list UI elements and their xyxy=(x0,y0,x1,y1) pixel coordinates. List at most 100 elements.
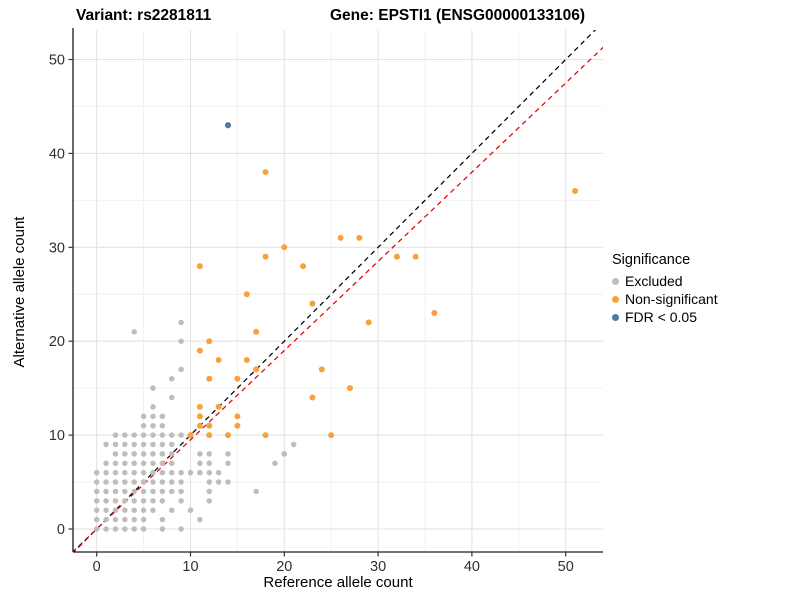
data-point-excluded xyxy=(159,413,166,420)
data-point-excluded xyxy=(178,479,184,485)
legend-item-non-significant: Non-significant xyxy=(612,290,718,308)
data-point-excluded xyxy=(168,469,175,476)
data-point-excluded xyxy=(93,507,100,513)
data-point-excluded xyxy=(122,526,128,532)
y-tick-label: 50 xyxy=(49,53,65,69)
expected-ratio-line xyxy=(73,46,603,552)
data-point-excluded xyxy=(122,432,128,438)
data-point-excluded xyxy=(131,507,137,513)
data-point-excluded xyxy=(159,432,166,438)
data-point-excluded xyxy=(225,479,231,485)
y-axis-label: Alternative allele count xyxy=(11,216,28,368)
x-tick-label: 0 xyxy=(93,559,101,575)
data-point-excluded xyxy=(112,488,119,495)
data-point-excluded xyxy=(159,441,166,448)
data-point-excluded xyxy=(103,507,109,513)
data-point-excluded xyxy=(93,479,100,485)
data-point-non-significant xyxy=(309,300,316,307)
data-point-excluded xyxy=(215,479,222,485)
data-point-non-significant xyxy=(300,263,307,270)
data-point-non-significant xyxy=(196,403,203,410)
legend-item-label: Excluded xyxy=(625,273,683,289)
data-point-non-significant xyxy=(234,422,241,429)
data-point-excluded xyxy=(140,526,147,532)
data-point-excluded xyxy=(168,460,175,467)
data-point-non-significant xyxy=(365,319,372,326)
data-point-fdr-0-05 xyxy=(224,122,232,129)
data-point-excluded xyxy=(131,479,137,485)
data-point-non-significant xyxy=(253,366,260,373)
excluded-point-swatch xyxy=(612,277,619,285)
data-point-excluded xyxy=(178,526,184,532)
data-point-non-significant xyxy=(196,422,203,429)
data-point-excluded xyxy=(150,413,156,420)
data-point-excluded xyxy=(131,432,137,438)
data-point-non-significant xyxy=(196,413,203,420)
data-point-excluded xyxy=(103,469,109,476)
data-point-excluded xyxy=(131,488,137,495)
data-point-excluded xyxy=(150,479,156,485)
data-point-excluded xyxy=(168,394,175,401)
data-point-excluded xyxy=(112,516,119,523)
x-tick-label: 40 xyxy=(464,559,480,575)
data-point-excluded xyxy=(103,460,109,467)
data-point-excluded xyxy=(187,469,194,476)
data-point-excluded xyxy=(187,507,194,513)
data-point-excluded xyxy=(131,526,137,532)
data-point-excluded xyxy=(112,498,119,504)
y-tick-label: 10 xyxy=(49,428,65,444)
data-point-excluded xyxy=(178,319,184,326)
data-point-non-significant xyxy=(206,422,213,429)
data-point-excluded xyxy=(178,366,184,373)
data-point-excluded xyxy=(93,526,100,532)
data-point-excluded xyxy=(140,441,147,448)
data-point-excluded xyxy=(140,422,147,429)
data-point-excluded xyxy=(112,469,119,476)
data-point-non-significant xyxy=(206,375,213,382)
data-point-non-significant xyxy=(393,253,400,260)
data-point-excluded xyxy=(281,451,288,457)
data-point-excluded xyxy=(178,488,184,495)
fdr-point-swatch xyxy=(612,313,619,321)
data-point-excluded xyxy=(103,498,109,504)
data-point-non-significant xyxy=(356,234,363,241)
data-point-excluded xyxy=(93,516,100,523)
data-point-excluded xyxy=(112,507,119,513)
data-point-excluded xyxy=(122,498,128,504)
data-point-non-significant xyxy=(262,432,269,439)
data-point-excluded xyxy=(159,422,166,429)
data-point-non-significant xyxy=(215,356,222,363)
x-axis-label: Reference allele count xyxy=(263,574,413,591)
data-point-excluded xyxy=(178,469,184,476)
data-point-non-significant xyxy=(281,244,288,251)
data-point-excluded xyxy=(168,376,175,382)
data-point-excluded xyxy=(178,338,184,344)
data-point-excluded xyxy=(93,488,100,495)
data-point-excluded xyxy=(112,432,119,438)
data-point-non-significant xyxy=(337,234,344,241)
data-point-excluded xyxy=(159,451,166,457)
data-point-excluded xyxy=(150,432,156,438)
data-point-excluded xyxy=(178,498,184,504)
plot-title-variant: Variant: rs2281811 xyxy=(76,7,212,24)
data-point-non-significant xyxy=(215,403,222,410)
data-point-excluded xyxy=(215,469,222,476)
data-point-excluded xyxy=(140,432,147,438)
legend-item-excluded: Excluded xyxy=(612,272,718,290)
data-point-excluded xyxy=(122,460,128,467)
data-point-excluded xyxy=(140,498,147,504)
data-point-excluded xyxy=(197,460,203,467)
data-point-non-significant xyxy=(243,356,250,363)
data-point-excluded xyxy=(140,479,147,485)
data-point-excluded xyxy=(159,469,166,476)
data-point-excluded xyxy=(206,479,213,485)
data-point-non-significant xyxy=(309,394,316,401)
data-point-excluded xyxy=(159,526,166,532)
data-point-excluded xyxy=(168,479,175,485)
data-point-excluded xyxy=(206,451,213,457)
data-point-excluded xyxy=(122,488,128,495)
data-point-excluded xyxy=(159,460,166,467)
data-point-excluded xyxy=(225,451,231,457)
data-point-non-significant xyxy=(346,385,353,392)
